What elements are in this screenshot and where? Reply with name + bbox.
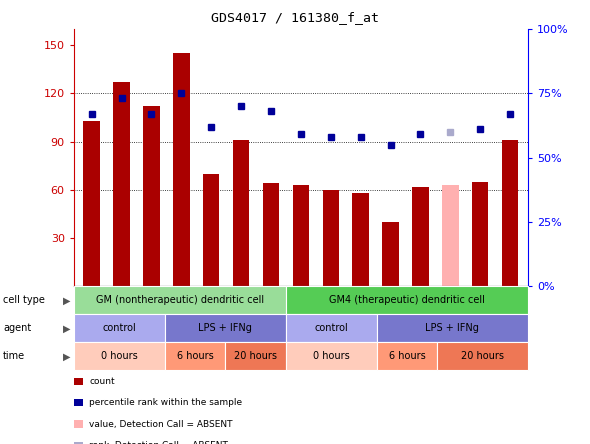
Bar: [143, 106, 160, 286]
Text: GM4 (therapeutic) dendritic cell: GM4 (therapeutic) dendritic cell: [329, 295, 485, 305]
Text: ▶: ▶: [63, 351, 71, 361]
Bar: [472, 182, 489, 286]
Text: rank, Detection Call = ABSENT: rank, Detection Call = ABSENT: [89, 441, 228, 444]
Text: cell type: cell type: [3, 295, 45, 305]
Text: LPS + IFNg: LPS + IFNg: [198, 323, 252, 333]
Text: LPS + IFNg: LPS + IFNg: [425, 323, 479, 333]
Text: 20 hours: 20 hours: [461, 351, 504, 361]
Text: 0 hours: 0 hours: [313, 351, 349, 361]
Bar: [502, 140, 519, 286]
Text: ▶: ▶: [63, 295, 71, 305]
Bar: [412, 186, 429, 286]
Bar: [293, 185, 309, 286]
Bar: [83, 121, 100, 286]
Text: 6 hours: 6 hours: [176, 351, 213, 361]
Text: control: control: [102, 323, 136, 333]
Text: 6 hours: 6 hours: [389, 351, 425, 361]
Text: GM (nontherapeutic) dendritic cell: GM (nontherapeutic) dendritic cell: [96, 295, 264, 305]
Text: value, Detection Call = ABSENT: value, Detection Call = ABSENT: [89, 420, 232, 428]
Bar: [203, 174, 219, 286]
Text: ▶: ▶: [63, 323, 71, 333]
Text: time: time: [3, 351, 25, 361]
Bar: [352, 193, 369, 286]
Bar: [382, 222, 399, 286]
Bar: [233, 140, 250, 286]
Text: percentile rank within the sample: percentile rank within the sample: [89, 398, 242, 407]
Bar: [323, 190, 339, 286]
Text: 0 hours: 0 hours: [101, 351, 137, 361]
Bar: [263, 183, 279, 286]
Text: control: control: [314, 323, 348, 333]
Text: 20 hours: 20 hours: [234, 351, 277, 361]
Bar: [442, 185, 458, 286]
Text: agent: agent: [3, 323, 31, 333]
Bar: [173, 53, 189, 286]
Text: count: count: [89, 377, 114, 386]
Text: GDS4017 / 161380_f_at: GDS4017 / 161380_f_at: [211, 11, 379, 24]
Bar: [113, 82, 130, 286]
